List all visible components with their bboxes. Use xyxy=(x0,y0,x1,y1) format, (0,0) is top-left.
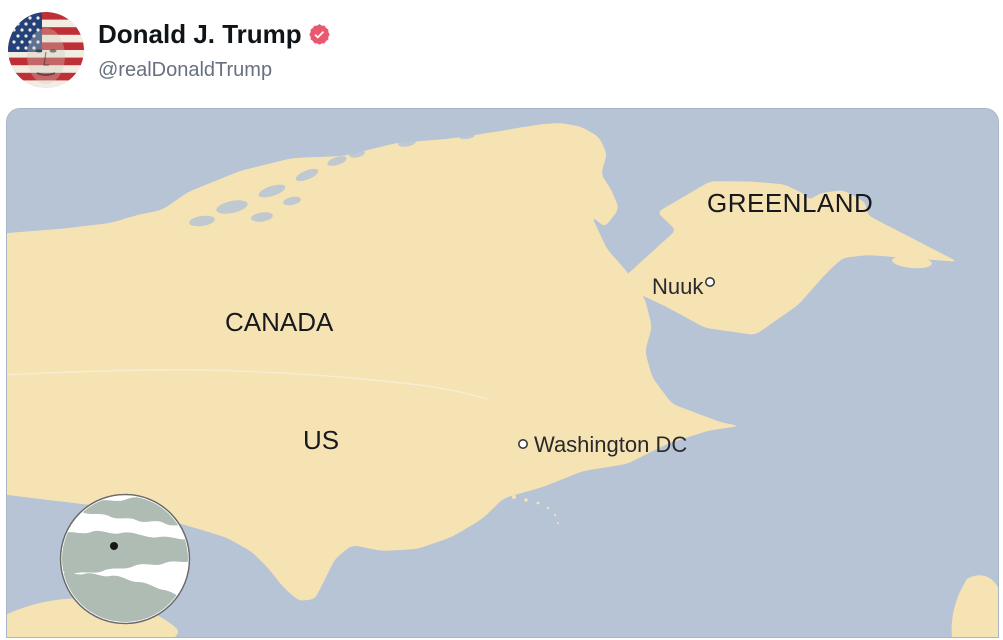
svg-text:US: US xyxy=(303,425,339,455)
svg-text:Nuuk: Nuuk xyxy=(652,274,704,299)
svg-text:Washington DC: Washington DC xyxy=(534,432,687,457)
svg-text:CANADA: CANADA xyxy=(225,307,334,337)
svg-text:GREENLAND: GREENLAND xyxy=(707,188,873,218)
